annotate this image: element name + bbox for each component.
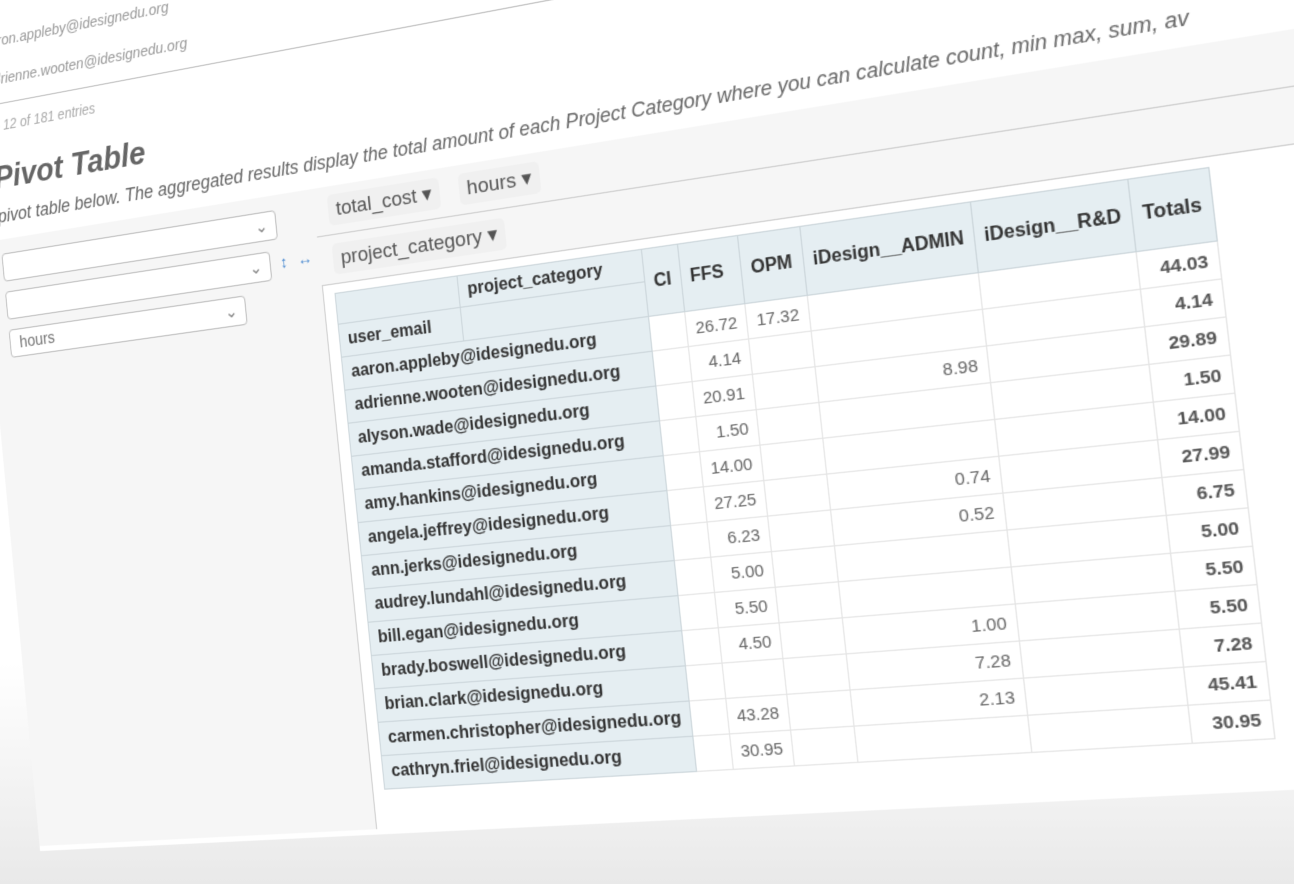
value-cell: 43.28 xyxy=(725,694,791,734)
value-cell xyxy=(688,698,730,737)
value-cell xyxy=(648,311,688,352)
chevron-down-icon: ⌄ xyxy=(224,302,239,323)
sort-cols-icon[interactable]: ↔ xyxy=(296,249,314,270)
row-total-cell: 45.41 xyxy=(1183,661,1271,706)
value-cell: 5.00 xyxy=(710,551,776,593)
value-cell: 5.50 xyxy=(714,587,780,628)
value-cell xyxy=(775,581,842,623)
value-cell xyxy=(659,416,700,456)
value-cell xyxy=(681,627,722,666)
row-total-cell: 5.50 xyxy=(1174,584,1262,630)
chevron-down-icon: ⌄ xyxy=(254,217,269,238)
value-cell xyxy=(779,617,846,659)
entries-info: to 12 of 181 entries xyxy=(0,99,96,136)
value-cell xyxy=(721,658,787,699)
row-total-cell: 5.50 xyxy=(1170,546,1258,592)
chevron-down-icon: ⌄ xyxy=(248,258,264,279)
value-cell: 27.25 xyxy=(702,480,768,523)
value-cell xyxy=(651,346,692,387)
pivot-controls-panel: ⌄ ⌄ ↕ ↔ hours ⌄ xyxy=(0,188,378,847)
value-cell: 4.50 xyxy=(717,622,784,664)
value-cell xyxy=(670,522,711,561)
page: aaron.appleby@idesignedu.org adrienne.wo… xyxy=(0,0,1294,852)
value-cell xyxy=(771,545,839,588)
value-cell xyxy=(783,653,850,695)
value-cell: 30.95 xyxy=(729,730,795,770)
value-cell xyxy=(673,557,715,596)
row-total-cell: 30.95 xyxy=(1187,700,1275,744)
value-cell xyxy=(764,474,831,517)
col-header: Totals xyxy=(1127,167,1218,252)
value-cell xyxy=(677,592,718,631)
col-header: OPM xyxy=(737,226,807,304)
value-cell xyxy=(685,663,726,702)
field-pill-total-cost[interactable]: total_cost ▾ xyxy=(326,177,442,226)
value-cell xyxy=(655,381,696,421)
field-pill-hours[interactable]: hours ▾ xyxy=(457,161,542,206)
value-cell: 6.23 xyxy=(706,516,772,558)
sort-rows-icon[interactable]: ↕ xyxy=(279,252,289,272)
value-cell xyxy=(666,486,707,526)
row-total-cell: 7.28 xyxy=(1179,623,1266,668)
value-cell xyxy=(790,726,858,766)
col-header: FFS xyxy=(677,235,746,312)
value-cell xyxy=(767,509,835,552)
value-cell xyxy=(692,733,733,772)
value-cell xyxy=(662,451,703,491)
value-cell xyxy=(786,690,854,731)
